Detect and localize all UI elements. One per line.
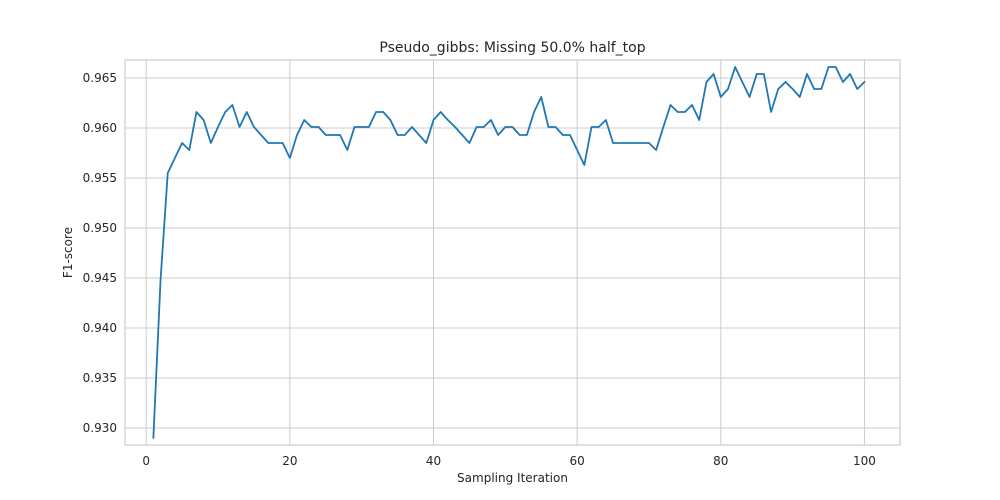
y-tick-labels: 0.930 0.935 0.940 0.945 0.950 0.955 0.960 0.965 <box>83 71 117 435</box>
y-tick-label: 0.950 <box>83 221 117 235</box>
y-tick-label: 0.965 <box>83 71 117 85</box>
y-tick-label: 0.935 <box>83 371 117 385</box>
y-tick-label: 0.960 <box>83 121 117 135</box>
plot-frame <box>124 59 901 446</box>
x-tick-label: 0 <box>142 454 150 468</box>
y-tick-label: 0.940 <box>83 321 117 335</box>
y-tick-label: 0.930 <box>83 421 117 435</box>
x-tick-label: 20 <box>282 454 297 468</box>
x-tick-label: 100 <box>853 454 876 468</box>
x-tick-labels: 0 20 40 60 80 100 <box>142 454 876 468</box>
y-tick-label: 0.955 <box>83 171 117 185</box>
chart-title: Pseudo_gibbs: Missing 50.0% half_top <box>379 40 645 56</box>
series-line <box>152 66 866 439</box>
x-tick-label: 40 <box>426 454 441 468</box>
x-axis-label: Sampling Iteration <box>457 471 568 485</box>
series-layer <box>152 66 866 439</box>
x-tick-label: 60 <box>570 454 585 468</box>
y-tick-label: 0.945 <box>83 271 117 285</box>
grid <box>125 60 900 445</box>
x-tick-label: 80 <box>713 454 728 468</box>
y-axis-label: F1-score <box>61 227 75 278</box>
